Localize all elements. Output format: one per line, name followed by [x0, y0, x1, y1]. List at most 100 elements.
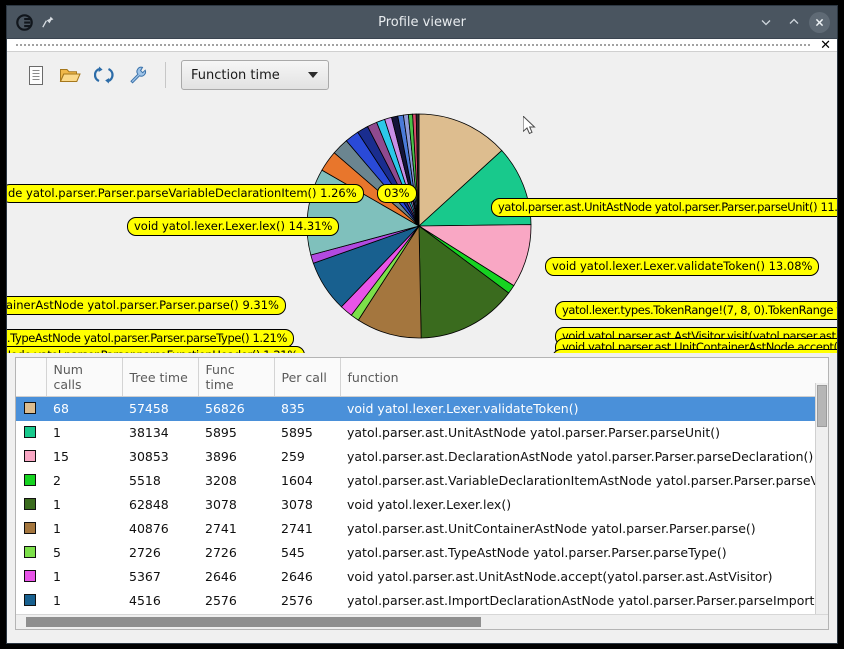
cell-tree-time: 57458 — [122, 396, 198, 421]
color-swatch-icon — [24, 498, 36, 510]
row-color-swatch-cell — [16, 589, 46, 613]
cell-num-calls: 15 — [53, 449, 69, 464]
pie-slice-label: yatol.parser.ast.FunctionHeaderAstNode y… — [7, 346, 305, 353]
col-header-func-time[interactable]: Func time — [198, 358, 275, 397]
cell-per-call: 835 — [274, 396, 340, 421]
horizontal-scrollbar[interactable] — [16, 614, 828, 629]
row-color-swatch-cell — [16, 421, 46, 445]
table-header-row: Num calls Tree time Func time Per call f… — [16, 358, 828, 397]
title-bar: Profile viewer — [7, 6, 837, 39]
pie-slice-label: yatol.lexer.types.TokenRange!(7, 8, 0).T… — [555, 301, 837, 320]
mode-select[interactable]: Function time — [181, 60, 329, 90]
window-title: Profile viewer — [378, 14, 466, 30]
row-color-swatch-cell — [16, 565, 46, 589]
cell-func-time: 56826 — [198, 396, 274, 421]
title-bar-left-icons — [7, 13, 55, 31]
table-row[interactable]: 2 5518 3208 1604 yatol.parser.ast.VariableDe… — [16, 469, 828, 493]
cell-func-time: 3896 — [205, 449, 237, 464]
table-row[interactable]: 1 4516 2576 2576 yatol.parser.ast.ImportDecl… — [16, 589, 828, 613]
cell-tree-time: 4516 — [129, 593, 161, 608]
cell-func-time: 3078 — [205, 497, 237, 512]
toolbar-close-icon[interactable]: ✕ — [820, 38, 831, 53]
pie-slice[interactable] — [418, 113, 503, 227]
wrench-icon[interactable] — [125, 63, 150, 88]
cell-tree-time: 62848 — [129, 497, 169, 512]
col-header-per-call[interactable]: Per call — [274, 358, 341, 397]
cell-num-calls: 1 — [53, 425, 61, 440]
vertical-scrollbar-thumb[interactable] — [817, 385, 827, 427]
table-header: Num calls Tree time Func time Per call f… — [16, 358, 828, 397]
table-row[interactable]: 1 5367 2646 2646 void yatol.parser.ast.UnitA… — [16, 565, 828, 589]
cell-function: yatol.parser.ast.ImportDeclarationAstNod… — [347, 593, 828, 608]
table-body: 68 57458 56826 835 void yatol.lexer.Lexer.va… — [16, 396, 828, 615]
cell-func-time: 2726 — [205, 545, 237, 560]
cell-func-time: 5895 — [205, 425, 237, 440]
table-row[interactable]: 15 30853 3896 259 yatol.parser.ast.Declarati… — [16, 445, 828, 469]
chevron-down-icon — [308, 72, 318, 78]
cell-num-calls: 1 — [53, 521, 61, 536]
table-row[interactable]: 1 62848 3078 3078 void yatol.lexer.Lexer.lex… — [16, 493, 828, 517]
cell-tree-time: 5518 — [129, 473, 161, 488]
profile-viewer-window: Profile viewer ✕ — [6, 5, 838, 644]
col-header-num-calls[interactable]: Num calls — [46, 358, 123, 397]
pie-slice-label: yatol.parser.ast.UnitAstNode yatol.parse… — [491, 198, 837, 217]
col-header-swatch[interactable] — [16, 358, 47, 397]
mouse-cursor — [523, 116, 536, 135]
table-row[interactable]: 68 57458 56826 835 void yatol.lexer.Lexer.va… — [16, 396, 828, 421]
color-swatch-icon — [24, 546, 36, 558]
profile-table: Num calls Tree time Func time Per call f… — [16, 358, 828, 614]
cell-per-call: 5895 — [281, 425, 313, 440]
cell-tree-time: 40876 — [129, 521, 169, 536]
table-row[interactable]: 5 2726 2726 545 yatol.parser.ast.TypeAstNode… — [16, 541, 828, 565]
close-button[interactable] — [809, 11, 830, 33]
cell-tree-time: 2726 — [129, 545, 161, 560]
row-color-swatch-cell — [16, 517, 46, 541]
cell-function: void yatol.lexer.Lexer.lex() — [347, 497, 512, 512]
cell-per-call: 259 — [281, 449, 305, 464]
toolbar: Function time — [7, 52, 837, 98]
row-color-swatch-cell — [16, 396, 46, 421]
color-swatch-icon — [24, 522, 36, 534]
pie-slice-label: void yatol.lexer.Lexer.lex() 14.31% — [127, 217, 340, 236]
cell-func-time: 3208 — [205, 473, 237, 488]
horizontal-scrollbar-thumb[interactable] — [26, 617, 481, 627]
cell-num-calls: 1 — [53, 593, 61, 608]
toolbar-drag-handle[interactable]: ✕ — [7, 39, 837, 52]
pie-slice[interactable] — [418, 225, 510, 339]
cell-num-calls: 1 — [53, 497, 61, 512]
col-header-tree-time[interactable]: Tree time — [122, 358, 199, 397]
cell-tree-time: 38134 — [129, 425, 169, 440]
function-table: Num calls Tree time Func time Per call f… — [15, 357, 829, 630]
color-swatch-icon — [24, 570, 36, 582]
refresh-icon[interactable] — [91, 63, 116, 88]
cell-tree-time: 30853 — [129, 449, 169, 464]
pie-slice[interactable] — [415, 113, 420, 227]
color-swatch-icon — [24, 426, 36, 438]
cell-function: yatol.parser.ast.VariableDeclarationItem… — [347, 473, 828, 488]
pie-slice-label: ref yatol.lexer.Lexer yatol.lexer.Lexer.… — [552, 349, 837, 353]
col-header-function[interactable]: function — [340, 358, 828, 397]
color-swatch-icon — [24, 402, 36, 415]
app-logo-icon — [16, 13, 33, 31]
pie-chart[interactable] — [307, 98, 557, 353]
cell-function: yatol.parser.ast.UnitContainerAstNode ya… — [347, 521, 756, 536]
cell-per-call: 2576 — [281, 593, 313, 608]
table-row[interactable]: 1 38134 5895 5895 yatol.parser.ast.UnitAstNo… — [16, 421, 828, 445]
mode-select-value: Function time — [191, 67, 280, 83]
maximize-button[interactable] — [781, 10, 807, 34]
pin-icon[interactable] — [40, 15, 55, 30]
cell-function: yatol.parser.ast.UnitAstNode yatol.parse… — [347, 425, 721, 440]
pie-chart-area: de yatol.parser.Parser.parseVariableDecl… — [7, 98, 837, 353]
cell-tree-time: 5367 — [129, 569, 161, 584]
vertical-scrollbar[interactable] — [815, 383, 828, 629]
minimize-button[interactable] — [753, 10, 779, 34]
cell-func-time: 2741 — [205, 521, 237, 536]
open-folder-icon[interactable] — [57, 63, 82, 88]
cell-per-call: 2646 — [281, 569, 313, 584]
document-icon[interactable] — [23, 63, 48, 88]
cell-per-call: 545 — [281, 545, 305, 560]
drag-dots-icon — [15, 43, 811, 48]
pie-slice-label: void yatol.lexer.Lexer.validateToken() 1… — [545, 257, 820, 276]
color-swatch-icon — [24, 450, 36, 462]
table-row[interactable]: 1 40876 2741 2741 yatol.parser.ast.UnitConta… — [16, 517, 828, 541]
